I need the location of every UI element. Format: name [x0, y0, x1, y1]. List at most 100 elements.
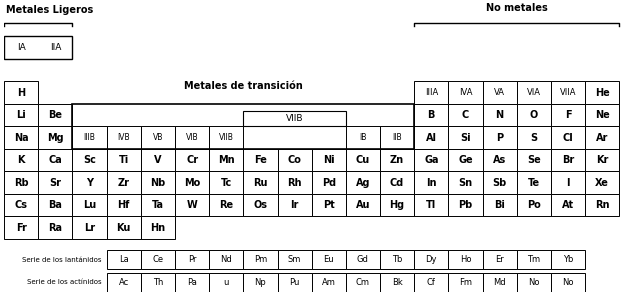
Text: Tl: Tl: [426, 200, 436, 210]
Text: No: No: [562, 278, 574, 287]
Text: Sn: Sn: [459, 178, 473, 188]
Bar: [141, 273, 175, 292]
Bar: [483, 171, 517, 194]
Bar: [551, 81, 585, 104]
Bar: [551, 126, 585, 149]
Text: H: H: [17, 88, 25, 98]
Text: Ku: Ku: [117, 223, 131, 233]
Bar: [517, 104, 551, 126]
Bar: [38, 194, 73, 217]
Bar: [483, 126, 517, 149]
Text: Ga: Ga: [424, 155, 438, 165]
Bar: [243, 250, 278, 269]
Bar: [209, 171, 243, 194]
Text: Ti: Ti: [118, 155, 129, 165]
Bar: [38, 126, 73, 149]
Text: Eu: Eu: [324, 255, 334, 264]
Text: Hf: Hf: [118, 200, 130, 210]
Bar: [38, 149, 73, 171]
Text: IIB: IIB: [392, 133, 402, 142]
Bar: [551, 273, 585, 292]
Text: Ni: Ni: [323, 155, 334, 165]
Text: Ne: Ne: [595, 110, 610, 120]
Text: Ce: Ce: [152, 255, 164, 264]
Text: Serie de los actínidos: Serie de los actínidos: [27, 279, 101, 285]
Bar: [483, 81, 517, 104]
Bar: [551, 250, 585, 269]
Text: Md: Md: [493, 278, 506, 287]
Bar: [175, 273, 209, 292]
Bar: [448, 104, 483, 126]
Text: Co: Co: [288, 155, 301, 165]
Bar: [38, 217, 73, 239]
Text: IIIA: IIIA: [425, 88, 438, 97]
Text: In: In: [426, 178, 436, 188]
Text: B: B: [427, 110, 435, 120]
Text: VIIA: VIIA: [560, 88, 576, 97]
Text: Metales Ligeros: Metales Ligeros: [6, 5, 93, 15]
Bar: [243, 149, 278, 171]
Text: VIB: VIB: [186, 133, 198, 142]
Text: Fm: Fm: [459, 278, 472, 287]
Bar: [517, 250, 551, 269]
Bar: [38, 104, 73, 126]
Text: Cf: Cf: [427, 278, 436, 287]
Text: Gd: Gd: [357, 255, 369, 264]
Text: Er: Er: [495, 255, 504, 264]
Text: C: C: [462, 110, 469, 120]
Bar: [243, 171, 278, 194]
Bar: [243, 110, 346, 126]
Text: Mg: Mg: [47, 133, 64, 143]
Text: I: I: [566, 178, 569, 188]
Text: Se: Se: [527, 155, 541, 165]
Text: As: As: [493, 155, 506, 165]
Text: Ta: Ta: [152, 200, 164, 210]
Bar: [106, 126, 141, 149]
Bar: [414, 81, 448, 104]
Bar: [414, 194, 448, 217]
Text: Fr: Fr: [16, 223, 27, 233]
Bar: [106, 149, 141, 171]
Bar: [380, 171, 414, 194]
Bar: [278, 149, 311, 171]
Bar: [278, 171, 311, 194]
Text: Tm: Tm: [527, 255, 540, 264]
Bar: [380, 250, 414, 269]
Bar: [483, 194, 517, 217]
Text: IVB: IVB: [117, 133, 130, 142]
Bar: [414, 250, 448, 269]
Text: Ho: Ho: [460, 255, 471, 264]
Text: Mn: Mn: [218, 155, 234, 165]
Text: Y: Y: [86, 178, 93, 188]
Bar: [585, 149, 619, 171]
Bar: [175, 194, 209, 217]
Text: Sm: Sm: [288, 255, 301, 264]
Text: S: S: [530, 133, 538, 143]
Text: VA: VA: [494, 88, 505, 97]
Bar: [517, 171, 551, 194]
Text: Bi: Bi: [494, 200, 505, 210]
Text: Cm: Cm: [356, 278, 370, 287]
Bar: [311, 250, 346, 269]
Text: Pu: Pu: [289, 278, 300, 287]
Text: Ir: Ir: [290, 200, 299, 210]
Bar: [483, 149, 517, 171]
Bar: [106, 250, 141, 269]
Text: u: u: [224, 278, 229, 287]
Text: IIIB: IIIB: [83, 133, 96, 142]
Bar: [278, 250, 311, 269]
Text: Zn: Zn: [390, 155, 404, 165]
Bar: [346, 194, 380, 217]
Text: Am: Am: [322, 278, 336, 287]
Text: Ge: Ge: [458, 155, 473, 165]
Text: Na: Na: [14, 133, 29, 143]
Text: Pd: Pd: [322, 178, 336, 188]
Text: Ac: Ac: [118, 278, 129, 287]
Text: He: He: [595, 88, 610, 98]
Text: Ra: Ra: [48, 223, 62, 233]
Bar: [448, 273, 483, 292]
Text: Ba: Ba: [48, 200, 62, 210]
Text: At: At: [562, 200, 574, 210]
Bar: [483, 273, 517, 292]
Bar: [346, 273, 380, 292]
